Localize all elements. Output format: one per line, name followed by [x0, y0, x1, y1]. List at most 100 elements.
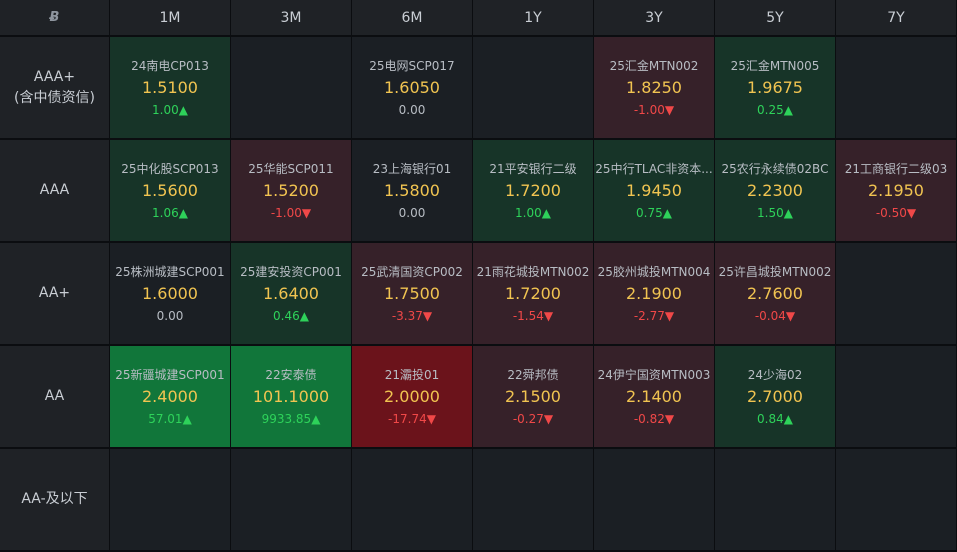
yield-change: -1.00▼ — [271, 205, 311, 221]
bond-name: 22安泰债 — [265, 367, 317, 382]
yield-change: 1.00▲ — [515, 205, 551, 221]
row-header-label: (含中债资信) — [14, 89, 95, 106]
bond-name: 25建安投资CP001 — [240, 264, 342, 279]
bond-cell[interactable]: 25武清国资CP002 1.7500 -3.37▼ — [352, 243, 472, 344]
bond-yield: 1.6400 — [263, 283, 319, 303]
bond-name: 21工商银行二级03 — [844, 161, 948, 176]
column-header-6m[interactable]: 6M — [352, 0, 472, 35]
bond-cell[interactable]: 25农行永续债02BC 2.2300 1.50▲ — [715, 140, 835, 241]
yield-change: 0.25▲ — [757, 102, 793, 118]
change-value: 0.00 — [398, 205, 426, 220]
bond-cell[interactable]: 21工商银行二级03 2.1950 -0.50▼ — [836, 140, 956, 241]
row-header-label: AAA+ — [33, 68, 76, 85]
change-value: 0.00 — [156, 308, 184, 323]
bond-cell[interactable]: 25中行TLAC非资本... 1.9450 0.75▲ — [594, 140, 714, 241]
down-arrow-icon: ▼ — [664, 411, 675, 426]
change-value: 9933.85 — [261, 411, 312, 426]
bond-yield: 2.7000 — [747, 386, 803, 406]
column-header-3m[interactable]: 3M — [231, 0, 351, 35]
bond-cell[interactable]: 24南电CP013 1.5100 1.00▲ — [110, 37, 230, 138]
yield-change: -0.82▼ — [634, 411, 674, 427]
bond-cell[interactable]: 22舜邦债 2.1500 -0.27▼ — [473, 346, 593, 447]
change-value: 0.00 — [398, 102, 426, 117]
bond-cell[interactable]: 22安泰债 101.1000 9933.85▲ — [231, 346, 351, 447]
bond-yield: 1.5100 — [142, 77, 198, 97]
empty-cell — [231, 449, 351, 550]
up-arrow-icon: ▲ — [299, 308, 309, 323]
bond-yield: 1.8250 — [626, 77, 682, 97]
change-value: -0.27 — [512, 411, 544, 426]
up-arrow-icon: ▲ — [783, 411, 793, 426]
column-header-1y[interactable]: 1Y — [473, 0, 593, 35]
yield-change: -1.54▼ — [513, 308, 553, 324]
column-header-7y[interactable]: 7Y — [836, 0, 956, 35]
bond-cell[interactable]: 25许昌城投MTN002 2.7600 -0.04▼ — [715, 243, 835, 344]
bond-yield: 1.7200 — [505, 180, 561, 200]
app-logo-icon: Ƀ — [49, 10, 60, 25]
empty-cell — [473, 449, 593, 550]
bond-yield: 1.5600 — [142, 180, 198, 200]
bond-cell[interactable]: 25汇金MTN002 1.8250 -1.00▼ — [594, 37, 714, 138]
bond-cell[interactable]: 25胶州城投MTN004 2.1900 -2.77▼ — [594, 243, 714, 344]
bond-cell[interactable]: 25建安投资CP001 1.6400 0.46▲ — [231, 243, 351, 344]
up-arrow-icon: ▲ — [783, 205, 793, 220]
row-header[interactable]: AA-及以下 — [0, 449, 109, 550]
bond-cell[interactable]: 25华能SCP011 1.5200 -1.00▼ — [231, 140, 351, 241]
bond-cell[interactable]: 24伊宁国资MTN003 2.1400 -0.82▼ — [594, 346, 714, 447]
change-value: -2.77 — [633, 308, 665, 323]
change-value: 0.75 — [636, 205, 663, 220]
column-header-5y[interactable]: 5Y — [715, 0, 835, 35]
bond-yield: 2.1400 — [626, 386, 682, 406]
up-arrow-icon: ▲ — [311, 411, 321, 426]
row-header-label: AA-及以下 — [21, 491, 88, 507]
bond-yield: 101.1000 — [252, 386, 330, 406]
bond-cell[interactable]: 21灞投01 2.0000 -17.74▼ — [352, 346, 472, 447]
yield-change: -0.27▼ — [513, 411, 553, 427]
change-value: 1.00 — [152, 102, 179, 117]
empty-cell — [110, 449, 230, 550]
yield-change: 1.00▲ — [152, 102, 188, 118]
down-arrow-icon: ▼ — [426, 411, 436, 426]
row-header[interactable]: AA — [0, 346, 109, 447]
row-header[interactable]: AAA — [0, 140, 109, 241]
bond-yield: 1.9675 — [747, 77, 803, 97]
bond-name: 24伊宁国资MTN003 — [597, 367, 711, 382]
row-header-label: AAA — [39, 182, 70, 198]
up-arrow-icon: ▲ — [178, 102, 188, 117]
bond-cell[interactable]: 25汇金MTN005 1.9675 0.25▲ — [715, 37, 835, 138]
bond-yield: 2.7600 — [747, 283, 803, 303]
bond-name: 25武清国资CP002 — [361, 264, 463, 279]
yield-change: 1.50▲ — [757, 205, 793, 221]
bond-name: 25株洲城建SCP001 — [115, 264, 225, 279]
change-value: -1.00 — [270, 205, 302, 220]
bond-cell[interactable]: 21平安银行二级 1.7200 1.00▲ — [473, 140, 593, 241]
change-value: -0.82 — [633, 411, 665, 426]
bond-cell[interactable]: 23上海银行01 1.5800 0.00 — [352, 140, 472, 241]
yield-change: -2.77▼ — [634, 308, 674, 324]
bond-yield: 1.5200 — [263, 180, 319, 200]
bond-cell[interactable]: 25中化股SCP013 1.5600 1.06▲ — [110, 140, 230, 241]
column-header-1m[interactable]: 1M — [110, 0, 230, 35]
bond-cell[interactable]: 25株洲城建SCP001 1.6000 0.00 — [110, 243, 230, 344]
row-header[interactable]: AA+ — [0, 243, 109, 344]
change-value: 0.25 — [757, 102, 784, 117]
bond-cell[interactable]: 21雨花城投MTN002 1.7200 -1.54▼ — [473, 243, 593, 344]
row-header[interactable]: AAA+ (含中债资信) — [0, 37, 109, 138]
change-value: 1.06 — [152, 205, 179, 220]
yield-change: 9933.85▲ — [262, 411, 321, 427]
bond-yield: 1.6050 — [384, 77, 440, 97]
bond-name: 25电网SCP017 — [369, 58, 455, 73]
bond-name: 25汇金MTN002 — [609, 58, 699, 73]
bond-cell[interactable]: 24少海02 2.7000 0.84▲ — [715, 346, 835, 447]
column-header-3y[interactable]: 3Y — [594, 0, 714, 35]
yield-change: 0.46▲ — [273, 308, 309, 324]
change-value: 1.50 — [757, 205, 784, 220]
bond-cell[interactable]: 25电网SCP017 1.6050 0.00 — [352, 37, 472, 138]
bond-yield: 2.1950 — [868, 180, 924, 200]
bond-name: 23上海银行01 — [372, 161, 452, 176]
bond-cell[interactable]: 25新疆城建SCP001 2.4000 57.01▲ — [110, 346, 230, 447]
bond-name: 25华能SCP011 — [248, 161, 334, 176]
bond-name: 25许昌城投MTN002 — [718, 264, 832, 279]
bond-yield: 1.7500 — [384, 283, 440, 303]
